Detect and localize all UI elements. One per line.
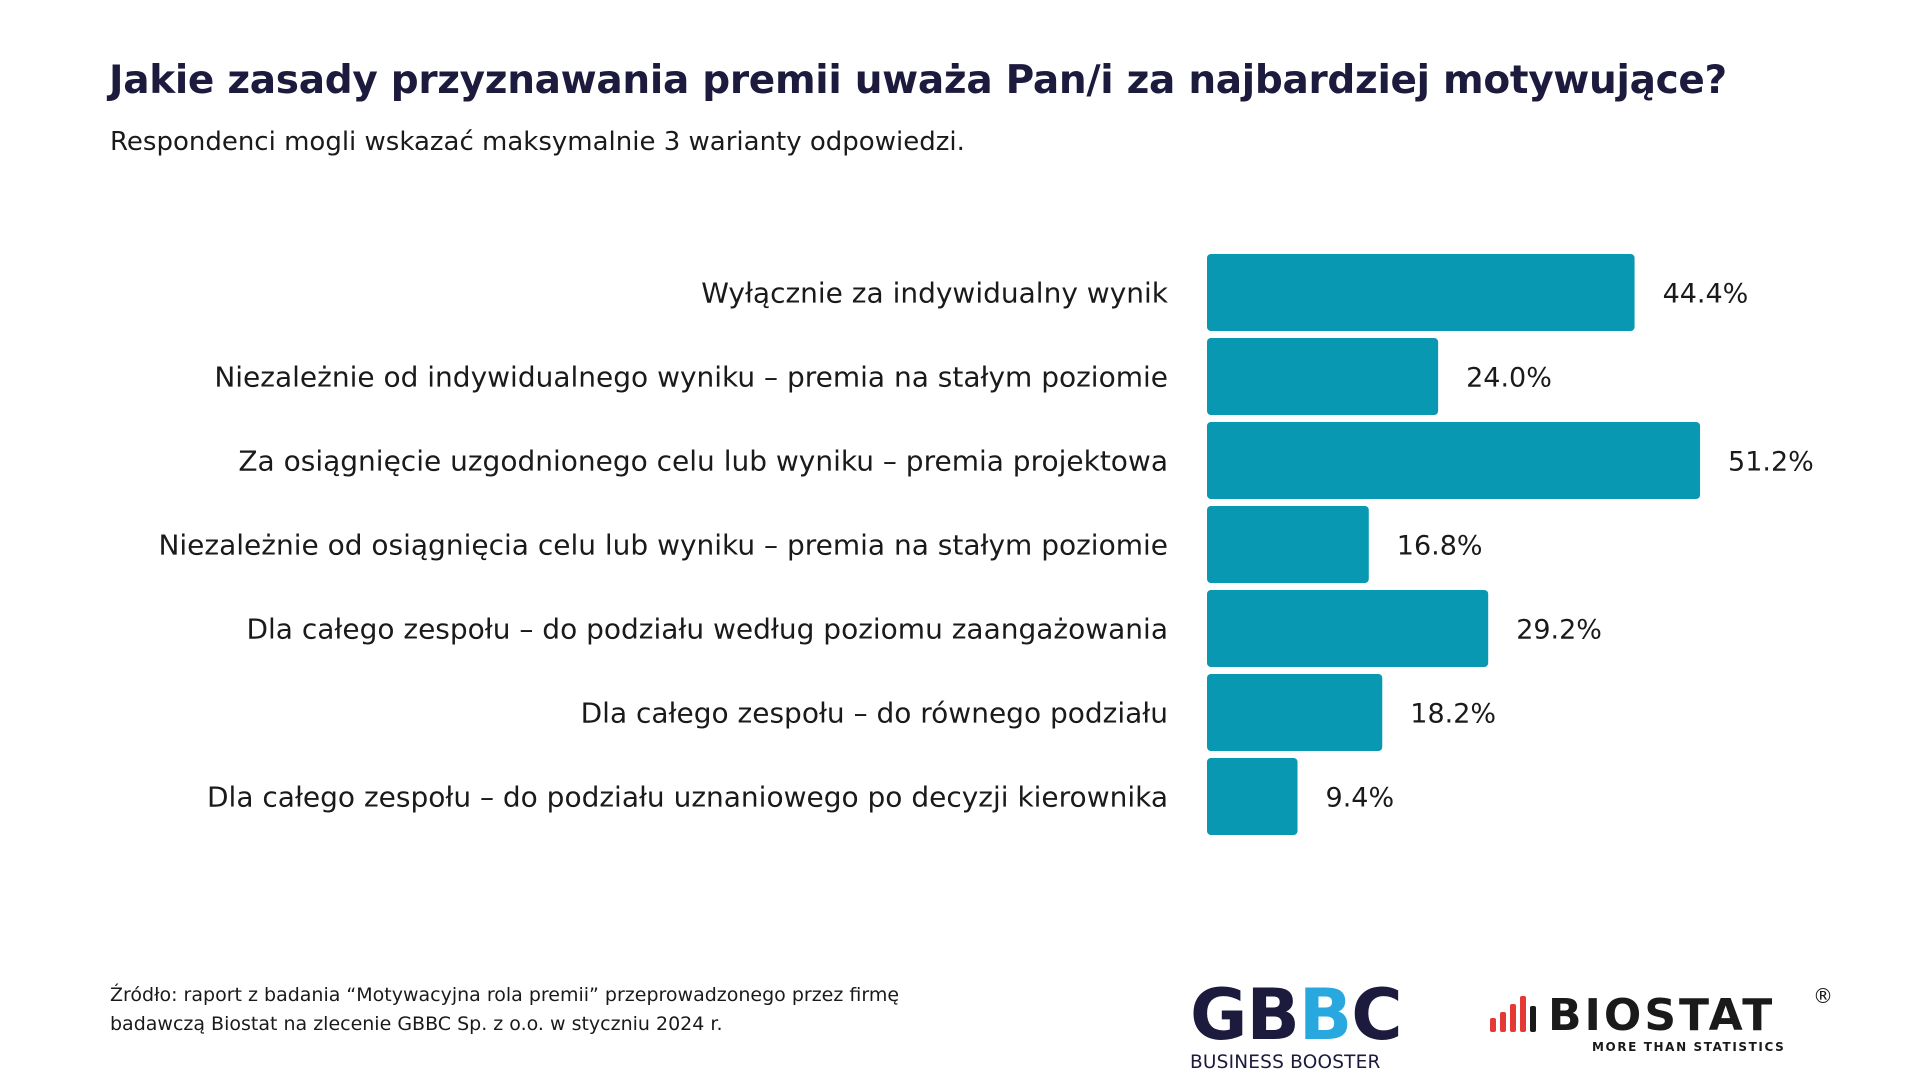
source-line-1: Źródło: raport z badania “Motywacyjna ro… — [110, 984, 900, 1006]
bar-chart: Wyłącznie za indywidualny wynik 44.4% Niez… — [158, 254, 1814, 835]
bar-5 — [1207, 590, 1489, 667]
registered-mark-icon: ® — [1813, 984, 1833, 1008]
category-label-5: Dla całego zespołu – do podziału według … — [246, 613, 1168, 646]
bar-3 — [1207, 422, 1701, 499]
value-label-4: 16.8% — [1397, 531, 1483, 562]
chart-subtitle: Respondenci mogli wskazać maksymalnie 3 … — [110, 127, 965, 157]
gbbc-wordmark: GBBC — [1190, 980, 1406, 1050]
value-label-7: 9.4% — [1326, 783, 1395, 814]
category-label-3: Za osiągnięcie uzgodnionego celu lub wyn… — [238, 445, 1168, 478]
biostat-logo: BIOSTAT ® MORE THAN STATISTICS — [1488, 984, 1838, 1058]
source-note: Źródło: raport z badania “Motywacyjna ro… — [110, 981, 899, 1039]
value-label-1: 44.4% — [1663, 279, 1749, 310]
chart-title: Jakie zasady przyznawania premii uważa P… — [109, 58, 1727, 103]
category-label-6: Dla całego zespołu – do równego podziału — [581, 697, 1168, 730]
value-label-6: 18.2% — [1410, 699, 1496, 730]
bar-1 — [1207, 254, 1635, 331]
gbbc-letter-g: G — [1190, 974, 1247, 1056]
gbbc-logo: GBBC BUSINESS BOOSTER — [1190, 980, 1406, 1073]
bar-4 — [1207, 506, 1369, 583]
category-label-4: Niezależnie od osiągnięcia celu lub wyni… — [158, 529, 1168, 562]
value-label-2: 24.0% — [1466, 363, 1552, 394]
biostat-bars-icon — [1490, 996, 1536, 1032]
biostat-tagline: MORE THAN STATISTICS — [1592, 1040, 1786, 1054]
bar-2 — [1207, 338, 1439, 415]
gbbc-letter-b1: B — [1246, 974, 1299, 1056]
biostat-wordmark: BIOSTAT — [1548, 990, 1776, 1041]
value-label-3: 51.2% — [1728, 447, 1814, 478]
bar-7 — [1207, 758, 1298, 835]
source-line-2: badawczą Biostat na zlecenie GBBC Sp. z … — [110, 1013, 723, 1035]
bar-6 — [1207, 674, 1383, 751]
gbbc-letter-c: C — [1351, 974, 1402, 1056]
gbbc-letter-b2: B — [1298, 974, 1352, 1056]
category-label-1: Wyłącznie za indywidualny wynik — [701, 277, 1169, 310]
value-label-5: 29.2% — [1516, 615, 1602, 646]
category-label-2: Niezależnie od indywidualnego wyniku – p… — [214, 361, 1168, 394]
gbbc-tagline: BUSINESS BOOSTER — [1190, 1052, 1381, 1073]
category-label-7: Dla całego zespołu – do podziału uznanio… — [207, 781, 1168, 814]
